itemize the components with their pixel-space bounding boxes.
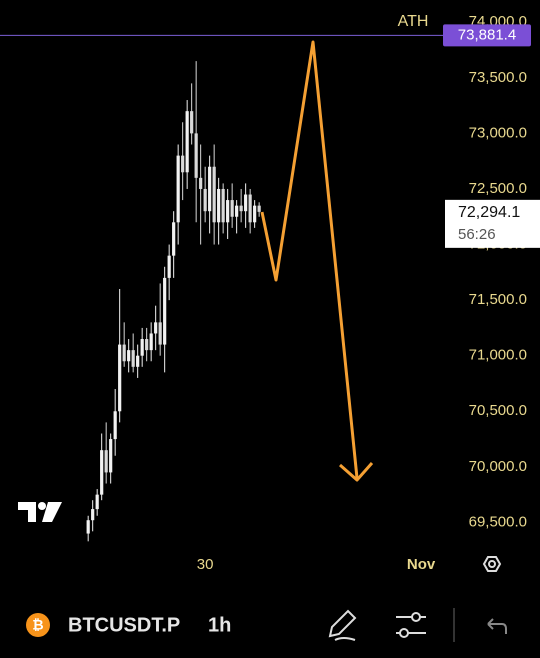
- candle-body: [217, 188, 221, 223]
- candle-body: [86, 520, 90, 534]
- candle-body: [203, 188, 207, 212]
- y-tick-label: 70,000.0: [469, 458, 527, 475]
- arrow-head: [339, 462, 374, 482]
- candle-body: [212, 166, 216, 223]
- candle-body: [149, 333, 153, 351]
- candle-body: [118, 344, 122, 412]
- candle-body: [122, 344, 126, 362]
- candle-body: [109, 439, 113, 473]
- candle-body: [248, 194, 252, 223]
- candle-body: [104, 450, 108, 473]
- candle-body: [100, 450, 104, 495]
- candle-body: [257, 205, 261, 212]
- candle-body: [145, 339, 149, 351]
- candle-body: [244, 194, 248, 212]
- y-tick-label: 69,500.0: [469, 513, 527, 530]
- candle-body: [131, 350, 135, 367]
- sliders-icon[interactable]: [396, 612, 426, 638]
- candle-body: [194, 133, 198, 178]
- candle-body: [239, 205, 243, 212]
- y-tick-label: 71,000.0: [469, 347, 527, 364]
- candle-body: [221, 188, 225, 223]
- countdown: 56:26: [458, 226, 496, 243]
- candle-body: [158, 322, 162, 345]
- candle-body: [235, 205, 239, 217]
- last-price-box: [445, 199, 540, 248]
- candle-body: [181, 155, 185, 173]
- candle-body: [176, 155, 180, 223]
- ath-price-label: 73,881.4: [458, 26, 516, 43]
- candle-body: [140, 339, 144, 356]
- candle-body: [253, 205, 257, 223]
- candle-body: [127, 350, 131, 362]
- candle-body: [163, 277, 167, 345]
- candle-body: [113, 411, 117, 440]
- candle-body: [136, 355, 140, 367]
- y-tick-label: 73,500.0: [469, 69, 527, 86]
- undo-icon[interactable]: [487, 618, 507, 634]
- candle-body: [230, 200, 234, 217]
- candle-body: [95, 494, 99, 510]
- candle-body: [208, 166, 212, 212]
- settings-icon-center: [488, 560, 496, 568]
- candle-body: [91, 509, 95, 521]
- y-tick-label: 71,500.0: [469, 291, 527, 308]
- x-tick-label: Nov: [407, 556, 436, 573]
- last-price-label: 72,294.1: [458, 204, 520, 221]
- symbol[interactable]: BTCUSDT.P: [68, 614, 180, 636]
- candle-body: [185, 111, 189, 173]
- ath-label: ATH: [398, 13, 429, 30]
- coin-icon: [26, 613, 50, 637]
- candle-body: [199, 177, 203, 189]
- x-tick-label: 30: [197, 556, 214, 573]
- candle-body: [172, 222, 176, 256]
- y-tick-label: 70,500.0: [469, 402, 527, 419]
- drawing-arrow: [260, 40, 359, 479]
- logo: [18, 502, 62, 522]
- coin-icon-glyph: ₿: [32, 617, 43, 633]
- y-tick-label: 73,000.0: [469, 124, 527, 141]
- interval[interactable]: 1h: [208, 614, 231, 636]
- candle-body: [190, 111, 194, 134]
- plot: [86, 61, 261, 542]
- pencil-icon[interactable]: [328, 609, 357, 641]
- ath-price-tag: [443, 24, 531, 47]
- candle-body: [226, 200, 230, 223]
- candle-body: [167, 255, 171, 278]
- settings-icon[interactable]: [482, 556, 502, 572]
- y-tick-label: 72,500.0: [469, 180, 527, 197]
- candle-body: [154, 322, 158, 334]
